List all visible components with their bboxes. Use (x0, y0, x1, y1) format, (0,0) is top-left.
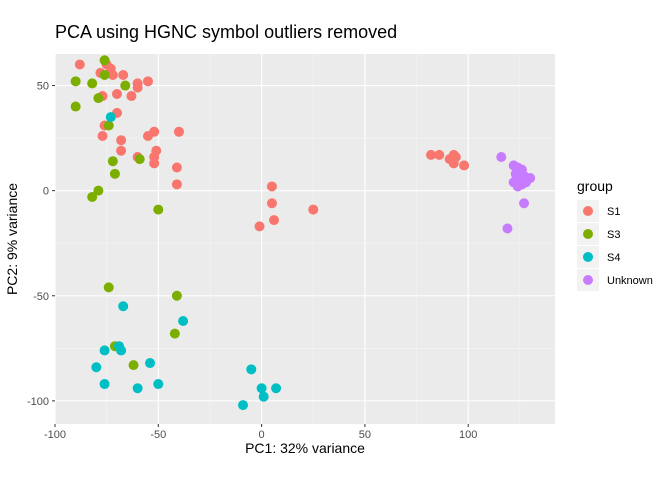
point-s4 (99, 345, 110, 356)
point-s4 (116, 345, 127, 356)
point-s3 (93, 185, 104, 196)
point-s1 (97, 130, 108, 141)
chart-title: PCA using HGNC symbol outliers removed (55, 22, 397, 42)
point-s4 (256, 383, 267, 394)
legend-label-s1: S1 (607, 206, 620, 218)
point-unknown (502, 223, 513, 234)
point-s1 (254, 221, 265, 232)
x-tick-label: -50 (150, 429, 166, 441)
data-points (70, 55, 536, 411)
x-tick-label: -100 (44, 429, 66, 441)
point-s4 (271, 383, 282, 394)
point-s3 (103, 282, 114, 293)
point-s1 (142, 76, 153, 87)
x-tick-label: 50 (359, 429, 371, 441)
y-tick-label: -100 (27, 396, 49, 408)
point-s3 (87, 78, 98, 89)
point-s1 (266, 181, 277, 192)
plot-panel (55, 54, 555, 424)
point-s4 (132, 383, 143, 394)
point-s1 (426, 149, 437, 160)
legend-label-s3: S3 (607, 229, 620, 241)
point-s3 (109, 168, 120, 179)
point-s3 (70, 101, 81, 112)
legend: group S1 S3 S4 Unknown (577, 178, 653, 291)
x-axis-title: PC1: 32% variance (245, 440, 365, 456)
point-s4 (258, 391, 269, 402)
point-unknown (496, 152, 507, 163)
point-s4 (246, 364, 257, 375)
point-s1 (459, 160, 470, 171)
legend-title: group (577, 178, 613, 194)
point-s3 (134, 154, 145, 165)
point-s4 (91, 362, 102, 373)
point-s1 (266, 198, 277, 209)
x-tick-label: 0 (259, 429, 265, 441)
point-s3 (103, 120, 114, 131)
point-s1 (434, 149, 445, 160)
major-gridlines (54, 54, 555, 424)
point-s1 (269, 215, 280, 226)
point-s3 (153, 204, 164, 215)
y-tick-label: 0 (43, 186, 49, 198)
point-s3 (99, 70, 110, 81)
point-s4 (99, 379, 110, 390)
point-s3 (120, 80, 131, 91)
y-tick-label: -50 (33, 291, 49, 303)
point-s3 (128, 360, 139, 371)
legend-label-s4: S4 (607, 252, 620, 264)
point-s4 (118, 301, 129, 312)
legend-items: S1 S3 S4 Unknown (577, 200, 653, 291)
legend-label-unknown: Unknown (607, 275, 653, 287)
legend-swatch-s4 (583, 252, 593, 262)
point-s1 (118, 70, 129, 81)
legend-swatch-s3 (583, 229, 593, 239)
point-s1 (116, 135, 127, 146)
point-s3 (107, 156, 118, 167)
point-unknown (519, 198, 530, 209)
point-s4 (178, 315, 189, 326)
y-axis-ticks: -100 -50 0 50 (27, 81, 55, 408)
point-s3 (93, 93, 104, 104)
point-s1 (448, 158, 459, 169)
x-axis-ticks: -100 -50 0 50 100 (44, 424, 477, 441)
point-s1 (105, 63, 116, 74)
point-unknown (512, 181, 523, 192)
point-s1 (308, 204, 319, 215)
legend-swatch-unknown (583, 275, 593, 285)
y-tick-label: 50 (37, 81, 49, 93)
point-s3 (171, 290, 182, 301)
point-s1 (74, 59, 85, 70)
point-s4 (145, 358, 156, 369)
point-s1 (116, 145, 127, 156)
point-s4 (105, 112, 116, 123)
point-s1 (149, 158, 160, 169)
y-axis-title: PC2: 9% variance (4, 183, 20, 295)
legend-swatch-s1 (583, 206, 593, 216)
point-s3 (70, 76, 81, 87)
point-s3 (169, 328, 180, 339)
point-s3 (87, 191, 98, 202)
point-s1 (173, 126, 184, 137)
point-s1 (142, 130, 153, 141)
point-s4 (153, 379, 164, 390)
x-tick-label: 100 (459, 429, 477, 441)
point-s1 (171, 179, 182, 190)
point-s3 (99, 55, 110, 66)
point-s1 (111, 88, 122, 99)
point-s1 (151, 145, 162, 156)
point-s1 (126, 91, 137, 102)
point-s1 (171, 162, 182, 173)
point-s1 (132, 78, 143, 89)
point-s4 (238, 400, 249, 411)
